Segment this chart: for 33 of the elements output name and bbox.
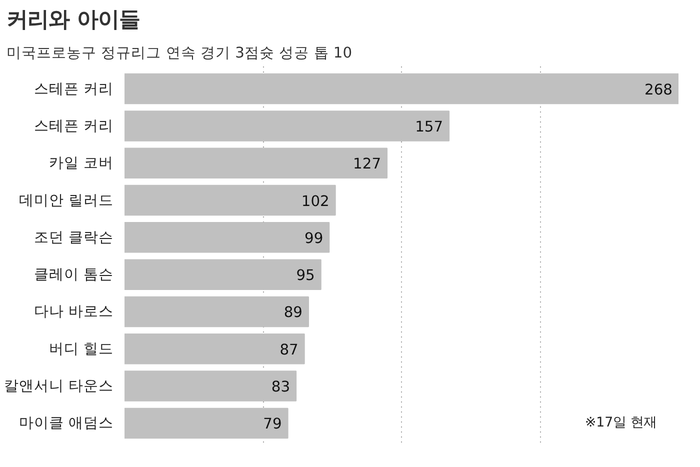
data-label: 83 — [271, 378, 290, 396]
data-label: 89 — [284, 304, 302, 322]
y-tick-label: 마이클 애덤스 — [18, 414, 114, 432]
data-label: 79 — [263, 416, 282, 433]
bar — [124, 184, 336, 216]
bar — [124, 259, 322, 290]
data-label: 95 — [296, 267, 315, 284]
y-tick-label: 카일 코버 — [48, 154, 114, 172]
bar — [124, 334, 305, 364]
bar — [124, 148, 388, 178]
data-label: 99 — [304, 230, 324, 247]
y-tick-label: 조던 클락슨 — [34, 228, 114, 246]
data-label: 157 — [415, 118, 444, 136]
y-tick-label: 스테픈 커리 — [34, 117, 114, 134]
chart-subtitle: 미국프로농구 정규리그 연속 경기 3점슛 성공 톱 10 — [6, 44, 352, 62]
y-tick-label: 스테픈 커리 — [34, 80, 114, 98]
bar — [124, 370, 297, 402]
y-tick-label: 버디 힐드 — [48, 340, 114, 358]
bar — [124, 408, 288, 439]
annotation: ※17일 현재 — [584, 416, 656, 431]
data-label: 102 — [301, 192, 330, 210]
bar — [124, 222, 330, 253]
y-tick-label: 데미안 릴러드 — [18, 192, 114, 209]
bar — [124, 73, 678, 104]
chart-title: 커리와 아이들 — [6, 8, 140, 32]
data-label: 127 — [353, 156, 382, 173]
bar — [124, 296, 309, 328]
y-tick-label: 클레이 톰슨 — [34, 266, 114, 284]
bar — [124, 110, 450, 142]
y-tick-label: 칼앤서니 타운스 — [4, 378, 114, 395]
data-label: 87 — [280, 341, 298, 358]
y-tick-label: 다나 바로스 — [34, 303, 114, 320]
data-label: 268 — [644, 81, 673, 98]
